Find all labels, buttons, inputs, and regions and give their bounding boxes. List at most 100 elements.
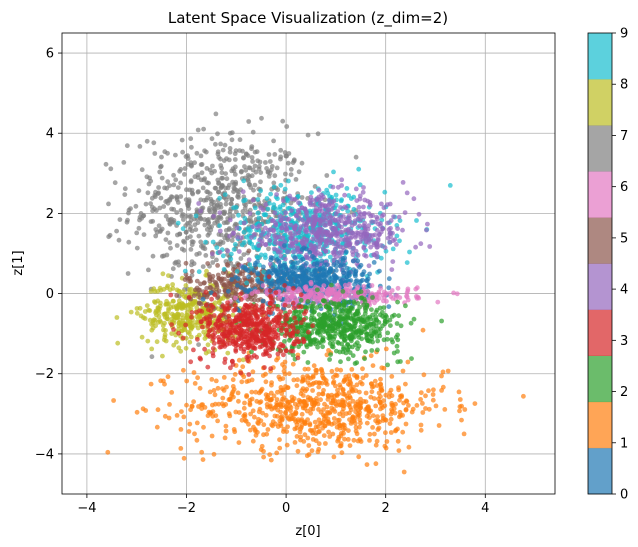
scatter-point [240,364,246,370]
scatter-point [267,170,273,176]
scatter-point [194,420,200,426]
scatter-point [226,157,232,163]
scatter-point [397,238,402,244]
scatter-point [260,337,266,343]
scatter-point [227,211,233,217]
scatter-point [302,421,308,426]
scatter-point [373,418,378,424]
scatter-point [265,427,271,432]
scatter-point [115,340,121,346]
scatter-point [278,182,284,188]
scatter-point [344,265,350,271]
scatter-point [361,244,367,250]
scatter-point [340,391,346,397]
scatter-point [188,334,194,340]
scatter-point [366,263,372,269]
scatter-point [333,291,339,297]
scatter-point [451,290,456,296]
scatter-point [256,243,262,249]
scatter-point [377,312,383,318]
scatter-point [221,266,227,272]
scatter-point [317,429,322,434]
scatter-point [384,336,390,342]
scatter-point [189,162,194,168]
scatter-point [283,409,288,415]
scatter-point [200,245,206,251]
scatter-point [345,437,351,442]
scatter-point [191,399,197,405]
scatter-point [296,200,301,206]
scatter-point [189,268,195,274]
scatter-point [356,166,362,172]
scatter-point [372,378,378,384]
scatter-point [356,335,362,340]
scatter-point [149,321,155,327]
scatter-point [295,339,301,344]
scatter-point [148,381,154,387]
scatter-point [229,197,235,203]
scatter-point [323,248,329,254]
scatter-point [269,380,274,385]
scatter-point [189,403,195,409]
scatter-point [329,368,335,374]
scatter-point [346,299,352,305]
scatter-point [197,308,203,313]
scatter-point [385,235,391,241]
scatter-point [251,345,257,351]
scatter-point [369,307,374,312]
scatter-point [341,403,346,408]
scatter-point [236,410,242,415]
scatter-point [242,412,248,417]
scatter-point [187,421,193,427]
scatter-point [293,231,298,236]
scatter-point [246,274,252,280]
scatter-point [224,384,229,390]
scatter-point [290,323,295,328]
scatter-point [372,219,378,225]
scatter-point [405,286,411,292]
scatter-point [137,214,143,220]
scatter-point [420,401,425,406]
scatter-point [126,210,131,216]
scatter-point [157,169,163,175]
scatter-point [254,398,260,404]
scatter-point [362,220,367,226]
scatter-point [325,397,331,402]
scatter-point [400,413,405,418]
scatter-point [148,178,154,184]
scatter-point [315,328,321,334]
scatter-point [233,291,239,297]
scatter-point [313,268,319,274]
scatter-point [298,437,303,443]
scatter-point [213,378,219,384]
scatter-point [263,412,269,418]
scatter-point [313,341,318,347]
scatter-point [248,411,254,417]
scatter-point [216,300,222,306]
scatter-point [181,303,187,308]
scatter-point [259,238,265,244]
scatter-point [385,330,391,336]
scatter-point [114,315,120,320]
scatter-point [296,402,301,407]
scatter-point [344,186,350,191]
scatter-point [414,218,419,223]
scatter-point [163,199,169,205]
scatter-point [203,253,209,258]
scatter-point [278,423,284,428]
scatter-point [241,252,247,257]
scatter-point [396,385,401,390]
scatter-point [224,303,230,308]
scatter-point [258,252,264,258]
scatter-point [136,188,142,194]
scatter-point [349,367,355,372]
scatter-point [174,287,180,293]
scatter-point [218,156,223,162]
scatter-point [323,441,328,446]
scatter-point [150,208,156,214]
scatter-point [351,299,357,305]
scatter-point [306,293,312,299]
scatter-point [336,223,342,229]
scatter-point [395,285,401,291]
scatter-point [310,437,316,442]
